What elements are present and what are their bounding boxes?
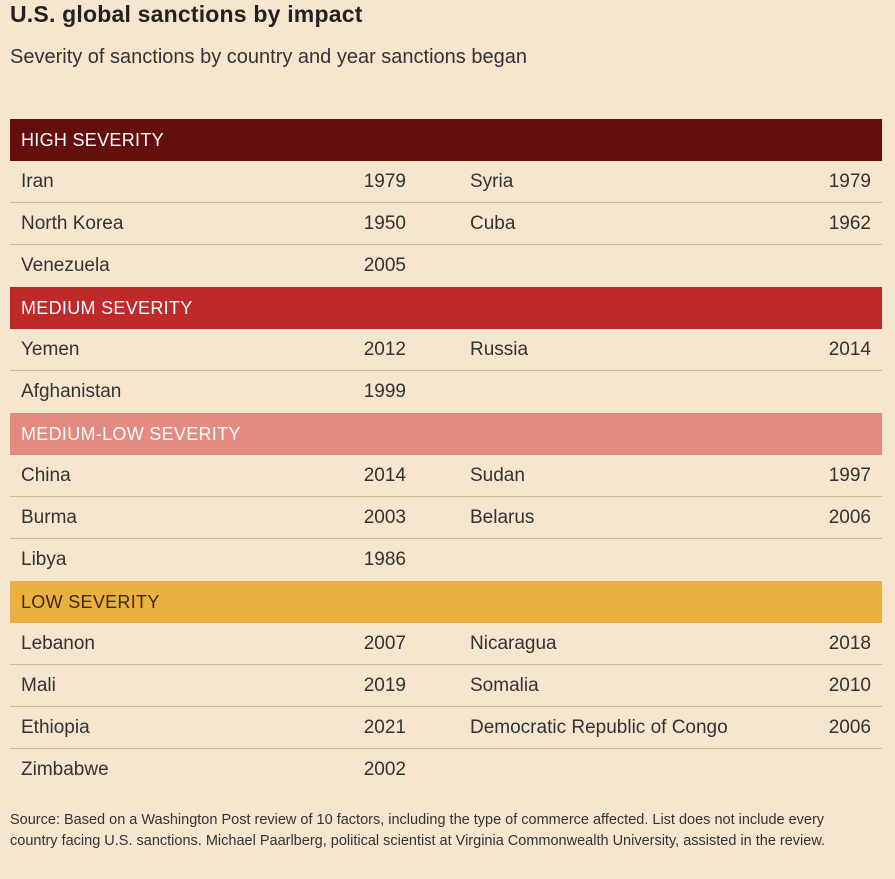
country-name: Burma	[21, 506, 77, 528]
group-header-low: LOW SEVERITY	[10, 581, 882, 623]
sanction-year: 2006	[828, 506, 871, 528]
country-name: Cuba	[470, 212, 516, 234]
sanction-year: 2021	[363, 716, 406, 738]
table-row: Afghanistan 1999	[10, 371, 882, 413]
country-name: Syria	[470, 170, 514, 192]
sanction-year: 2007	[363, 632, 406, 654]
sanction-year: 2002	[363, 759, 406, 780]
country-name: Lebanon	[21, 632, 95, 654]
sanction-year: 1979	[828, 170, 871, 192]
sanction-year: 1950	[363, 212, 406, 234]
country-name: Nicaragua	[470, 632, 557, 654]
group-header-high: HIGH SEVERITY	[10, 119, 882, 161]
country-name: Yemen	[21, 338, 80, 360]
sanction-year: 2014	[828, 338, 871, 360]
table-row: Lebanon 2007 Nicaragua 2018	[10, 623, 882, 665]
country-name: Russia	[470, 338, 529, 360]
group-header-medium: MEDIUM SEVERITY	[10, 287, 882, 329]
table-row: Venezuela 2005	[10, 245, 882, 287]
page-subtitle: Severity of sanctions by country and yea…	[10, 46, 527, 68]
sanction-year: 1986	[363, 549, 406, 570]
sanction-year: 2012	[363, 338, 406, 360]
sanction-year: 2018	[828, 632, 871, 654]
country-name: China	[21, 464, 71, 486]
country-name: Libya	[21, 549, 67, 570]
source-note: Source: Based on a Washington Post revie…	[10, 812, 826, 849]
sanction-year: 1997	[828, 464, 871, 486]
sanction-year: 2005	[363, 255, 406, 276]
country-name: Belarus	[470, 506, 535, 528]
sanction-year: 1962	[828, 212, 871, 234]
table-row: China 2014 Sudan 1997	[10, 455, 882, 497]
sanction-year: 2003	[363, 506, 406, 528]
table-row: Burma 2003 Belarus 2006	[10, 497, 882, 539]
country-name: Zimbabwe	[21, 759, 109, 780]
table-row: Libya 1986	[10, 539, 882, 581]
country-name: Democratic Republic of Congo	[470, 716, 728, 738]
country-name: Venezuela	[21, 255, 110, 276]
country-name: Sudan	[470, 464, 525, 486]
country-name: Afghanistan	[21, 381, 122, 402]
table-row: Zimbabwe 2002	[10, 749, 882, 791]
table-row: Mali 2019 Somalia 2010	[10, 665, 882, 707]
country-name: Mali	[21, 674, 56, 696]
country-name: North Korea	[21, 212, 124, 234]
group-header-medium-low: MEDIUM-LOW SEVERITY	[10, 413, 882, 455]
sanction-year: 1999	[363, 381, 406, 402]
sanction-year: 2019	[363, 674, 406, 696]
country-name: Ethiopia	[21, 716, 90, 738]
sanction-year: 2010	[828, 674, 871, 696]
country-name: Iran	[21, 170, 54, 192]
page-title: U.S. global sanctions by impact	[10, 1, 363, 27]
table-row: Yemen 2012 Russia 2014	[10, 329, 882, 371]
sanctions-table: HIGH SEVERITY Iran 1979 Syria 1979 North…	[10, 119, 882, 791]
table-row: Iran 1979 Syria 1979	[10, 161, 882, 203]
sanction-year: 2006	[828, 716, 871, 738]
table-row: North Korea 1950 Cuba 1962	[10, 203, 882, 245]
country-name: Somalia	[470, 674, 539, 696]
sanction-year: 1979	[363, 170, 406, 192]
table-row: Ethiopia 2021 Democratic Republic of Con…	[10, 707, 882, 749]
sanction-year: 2014	[363, 464, 406, 486]
